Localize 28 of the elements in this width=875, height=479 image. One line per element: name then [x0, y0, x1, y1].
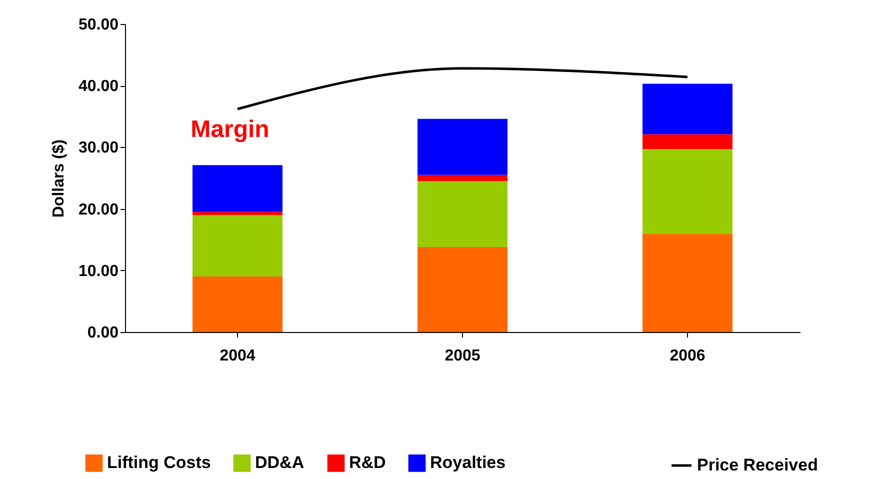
y-tick-label: 10.00: [78, 262, 119, 280]
x-tick-label: 2005: [444, 348, 480, 364]
bar: [642, 149, 732, 234]
bar: [418, 118, 508, 175]
bar: [418, 181, 508, 247]
bar: [642, 234, 732, 332]
bar: [192, 212, 282, 215]
y-tick-label: 20.00: [78, 201, 119, 218]
y-axis-title: Dollars ($): [50, 139, 68, 218]
annotation: Margin: [190, 116, 270, 143]
x-tick-label: 2006: [670, 348, 706, 364]
bar: [418, 174, 508, 182]
bar: [418, 246, 508, 332]
legend-label: Lifting Costs: [107, 453, 211, 472]
bar: [192, 165, 282, 212]
y-tick-label: 40.00: [78, 78, 119, 96]
bar: [642, 134, 732, 150]
legend-label: R&D: [349, 453, 386, 472]
bar: [192, 276, 282, 332]
y-tick-label: 0.00: [87, 324, 119, 342]
legend-label: DD&A: [255, 453, 304, 472]
x-tick-label: 2004: [220, 348, 256, 364]
y-tick-label: 30.00: [78, 140, 119, 157]
y-tick-label: 50.00: [78, 16, 119, 34]
legend-label: Price Received: [697, 456, 818, 474]
bar: [642, 84, 732, 134]
legend-label: Royalties: [430, 453, 506, 472]
bar: [192, 214, 282, 277]
